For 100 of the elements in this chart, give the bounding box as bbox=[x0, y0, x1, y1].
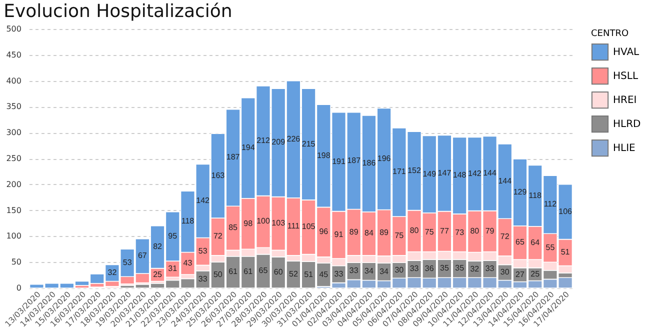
data-label: 84 bbox=[364, 228, 374, 238]
data-label: 53 bbox=[198, 246, 208, 256]
data-label: 191 bbox=[332, 156, 346, 166]
data-label: 148 bbox=[452, 170, 467, 180]
data-label: 25 bbox=[530, 269, 540, 278]
data-label: 65 bbox=[258, 266, 268, 276]
data-label: 142 bbox=[468, 169, 482, 178]
data-label: 64 bbox=[530, 238, 540, 247]
data-label: 171 bbox=[392, 167, 406, 176]
data-label: 32 bbox=[108, 268, 118, 277]
y-tick-label: 0 bbox=[16, 284, 22, 292]
data-label: 118 bbox=[181, 216, 195, 226]
data-label: 212 bbox=[256, 136, 270, 145]
y-tick-label: 200 bbox=[6, 180, 22, 189]
legend-title: CENTRO bbox=[591, 29, 629, 39]
data-label: 53 bbox=[122, 258, 132, 267]
data-label: 80 bbox=[470, 226, 480, 236]
y-tick-label: 100 bbox=[6, 232, 22, 241]
data-label: 186 bbox=[362, 158, 376, 168]
chart-title: Evolucion Hospitalización bbox=[4, 1, 232, 22]
data-label: 198 bbox=[316, 150, 331, 160]
data-label: 85 bbox=[228, 223, 238, 232]
data-label: 51 bbox=[304, 270, 314, 279]
data-label: 33 bbox=[198, 274, 208, 284]
data-label: 75 bbox=[424, 227, 434, 236]
y-tick-label: 300 bbox=[6, 128, 22, 138]
legend-label: HSLL bbox=[613, 71, 638, 82]
data-label: 149 bbox=[422, 169, 437, 178]
data-label: 77 bbox=[440, 226, 450, 236]
data-label: 96 bbox=[319, 227, 329, 236]
data-label: 118 bbox=[528, 190, 542, 200]
data-label: 75 bbox=[394, 230, 404, 240]
data-label: 91 bbox=[334, 230, 344, 239]
data-label: 95 bbox=[168, 231, 178, 240]
data-label: 33 bbox=[410, 264, 420, 274]
data-label: 52 bbox=[288, 270, 298, 279]
data-label: 226 bbox=[286, 134, 301, 144]
data-label: 50 bbox=[213, 270, 223, 280]
y-tick-label: 50 bbox=[11, 258, 22, 267]
data-label: 32 bbox=[470, 264, 480, 274]
data-label: 36 bbox=[424, 264, 434, 273]
data-label: 43 bbox=[183, 258, 193, 268]
data-label: 142 bbox=[196, 196, 210, 205]
data-label: 82 bbox=[153, 242, 163, 252]
data-label: 35 bbox=[440, 264, 450, 273]
y-tick-label: 400 bbox=[6, 76, 22, 86]
data-label: 100 bbox=[256, 216, 270, 226]
data-label: 67 bbox=[138, 251, 148, 260]
y-tick-label: 450 bbox=[6, 50, 22, 60]
data-label: 103 bbox=[272, 218, 286, 228]
data-label: 55 bbox=[546, 242, 556, 252]
data-label: 80 bbox=[410, 226, 420, 236]
data-label: 106 bbox=[558, 206, 573, 216]
data-label: 27 bbox=[516, 270, 525, 279]
data-label: 34 bbox=[380, 266, 390, 276]
data-label: 45 bbox=[319, 270, 329, 279]
data-label: 144 bbox=[498, 176, 512, 186]
data-label: 89 bbox=[380, 228, 390, 237]
data-label: 33 bbox=[485, 264, 495, 274]
data-label: 60 bbox=[274, 267, 284, 276]
data-label: 112 bbox=[544, 200, 558, 209]
data-label: 89 bbox=[349, 227, 359, 236]
data-label: 72 bbox=[500, 232, 510, 242]
data-label: 61 bbox=[244, 267, 254, 276]
data-label: 194 bbox=[241, 143, 256, 152]
data-label: 34 bbox=[364, 266, 374, 276]
data-label: 209 bbox=[272, 138, 286, 147]
data-label: 147 bbox=[438, 168, 452, 178]
data-label: 61 bbox=[228, 267, 238, 276]
legend-label: HLIE bbox=[613, 143, 636, 154]
data-label: 187 bbox=[347, 156, 362, 165]
data-label: 187 bbox=[226, 152, 240, 162]
data-label: 73 bbox=[455, 228, 465, 237]
data-label: 35 bbox=[455, 264, 465, 273]
data-label: 30 bbox=[394, 265, 404, 274]
data-label: 33 bbox=[334, 269, 344, 278]
data-label: 72 bbox=[213, 232, 223, 241]
data-label: 111 bbox=[287, 222, 300, 231]
y-tick-label: 350 bbox=[6, 102, 22, 112]
data-label: 79 bbox=[485, 226, 495, 236]
data-label: 33 bbox=[349, 266, 359, 276]
y-tick-label: 150 bbox=[6, 206, 22, 215]
data-label: 30 bbox=[500, 267, 510, 276]
data-label: 31 bbox=[168, 264, 178, 274]
data-label: 196 bbox=[377, 154, 392, 164]
data-label: 98 bbox=[244, 218, 254, 228]
data-label: 129 bbox=[513, 187, 528, 196]
legend-label: HVAL bbox=[613, 47, 640, 58]
data-label: 215 bbox=[302, 139, 316, 148]
legend-label: HREI bbox=[613, 95, 637, 106]
legend-label: HLRD bbox=[613, 119, 642, 130]
data-label: 105 bbox=[302, 222, 316, 232]
data-label: 163 bbox=[211, 170, 226, 180]
data-label: 25 bbox=[153, 270, 163, 279]
data-label: 65 bbox=[516, 238, 525, 247]
y-tick-label: 500 bbox=[6, 24, 22, 34]
data-label: 51 bbox=[560, 248, 570, 257]
data-label: 144 bbox=[483, 168, 498, 178]
data-label: 152 bbox=[408, 166, 422, 175]
y-tick-label: 250 bbox=[6, 154, 22, 163]
